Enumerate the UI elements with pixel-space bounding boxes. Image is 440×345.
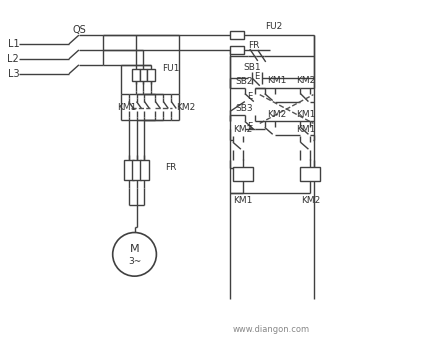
Text: KM2: KM2	[176, 103, 195, 112]
Bar	[301, 167, 320, 181]
Bar	[139, 69, 147, 81]
Text: KM2: KM2	[267, 110, 286, 119]
Text: SB3: SB3	[235, 104, 253, 113]
Text: www.diangon.com: www.diangon.com	[232, 325, 309, 334]
Bar	[132, 160, 142, 180]
Text: KM1: KM1	[233, 196, 253, 205]
Bar	[230, 46, 244, 54]
Text: KM2: KM2	[301, 196, 320, 205]
Text: FU2: FU2	[265, 22, 282, 31]
Text: KM1: KM1	[267, 76, 286, 85]
Text: QS: QS	[73, 25, 87, 35]
Text: E: E	[247, 122, 253, 131]
Bar	[139, 160, 150, 180]
Text: E: E	[254, 72, 260, 81]
Text: L1: L1	[7, 39, 19, 49]
Bar	[132, 69, 139, 81]
Text: E: E	[247, 92, 253, 101]
Text: KM2: KM2	[233, 125, 252, 134]
Text: SB2: SB2	[235, 77, 253, 86]
Text: KM1: KM1	[296, 110, 315, 119]
Text: L3: L3	[7, 69, 19, 79]
Text: KM1: KM1	[117, 103, 136, 112]
Text: 3~: 3~	[128, 257, 141, 266]
Text: L2: L2	[7, 54, 19, 64]
Text: FU1: FU1	[162, 64, 180, 73]
Bar	[230, 31, 244, 39]
Text: KM2: KM2	[296, 76, 315, 85]
Text: FR: FR	[248, 40, 260, 50]
Bar	[147, 69, 155, 81]
Circle shape	[113, 233, 156, 276]
Text: FR: FR	[165, 162, 177, 171]
Bar	[124, 160, 134, 180]
Bar	[233, 167, 253, 181]
Text: SB1: SB1	[244, 63, 261, 72]
Text: KM1: KM1	[296, 125, 315, 134]
Text: M: M	[130, 244, 139, 254]
